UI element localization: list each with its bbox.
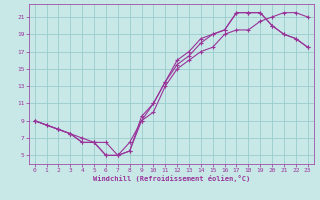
X-axis label: Windchill (Refroidissement éolien,°C): Windchill (Refroidissement éolien,°C) — [92, 175, 250, 182]
